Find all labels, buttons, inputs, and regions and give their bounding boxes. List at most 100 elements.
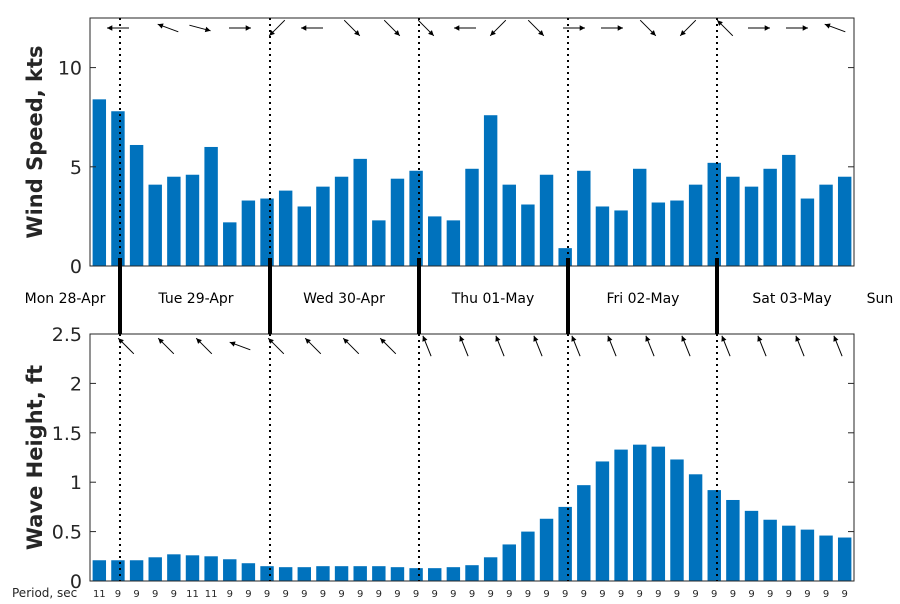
chart2-bar (726, 499, 740, 581)
y-tick-label: 1 (70, 472, 82, 494)
period-value: 9 (618, 589, 624, 600)
arrow-head (833, 335, 839, 342)
arrow-southeast (639, 19, 657, 37)
period-value: 9 (264, 589, 270, 600)
arrow-head (650, 30, 656, 36)
arrow-north-northwest (833, 335, 843, 357)
chart1-bar (129, 144, 144, 266)
y-tick-label: 2.5 (52, 324, 82, 346)
chart2-bar (670, 459, 684, 581)
arrow-head (269, 30, 275, 36)
arrow-east-southeast (189, 24, 211, 33)
period-value: 11 (93, 589, 106, 600)
arrow-north-northwest (571, 335, 581, 357)
chart2-bar (129, 560, 144, 581)
y-tick-label: 2 (70, 373, 82, 395)
arrow-head (645, 335, 651, 342)
chart2-bar (800, 529, 815, 581)
arrow-east (601, 25, 623, 31)
arrow-head (268, 338, 274, 344)
period-value: 9 (394, 589, 400, 600)
chart1-bar (707, 162, 721, 266)
chart2-bar (633, 444, 647, 581)
period-value: 11 (205, 589, 218, 600)
period-value: 11 (186, 589, 199, 600)
chart1-bar (744, 186, 759, 266)
chart1-bar (539, 174, 554, 266)
chart2-bar (763, 519, 777, 581)
arrow-north-northwest (757, 335, 767, 357)
chart1-bar (316, 186, 330, 266)
arrow-north-northwest (721, 335, 731, 357)
chart1-bar (185, 174, 200, 266)
arrow-southwest (489, 19, 507, 37)
arrow-west-northwest (824, 23, 846, 33)
arrow-head (422, 335, 428, 342)
period-value: 9 (357, 589, 363, 600)
period-value: 9 (562, 589, 568, 600)
period-value: 9 (730, 589, 736, 600)
arrow-head (301, 25, 307, 31)
period-value: 9 (320, 589, 326, 600)
chart1-bar (800, 198, 815, 266)
period-value: 9 (506, 589, 512, 600)
arrow-east (563, 25, 585, 31)
arrow-head (680, 30, 686, 36)
chart1-bar (297, 206, 311, 266)
arrow-head (343, 338, 349, 344)
chart2-bar (688, 474, 703, 581)
arrow-north-northwest (533, 335, 543, 357)
period-value: 9 (804, 589, 810, 600)
chart2-bar (334, 566, 349, 581)
period-label: Period, sec (12, 586, 77, 600)
arrow-head (607, 335, 613, 342)
chart1-bar (688, 184, 703, 266)
period-value: 9 (711, 589, 717, 600)
period-value: 9 (376, 589, 382, 600)
chart1-bar (92, 99, 107, 266)
chart1-bar (726, 176, 740, 266)
arrow-northwest (304, 337, 322, 355)
day-label: Wed 30-Apr (303, 291, 385, 307)
period-value: 9 (748, 589, 754, 600)
y-tick-label: 1.5 (52, 423, 82, 445)
arrow-head (717, 20, 723, 26)
arrow-northwest (379, 337, 397, 355)
arrow-west (454, 25, 476, 31)
arrow-head (118, 338, 124, 344)
chart1-bar (446, 220, 461, 266)
arrow-east (748, 25, 770, 31)
chart1-bar (763, 168, 777, 266)
y-tick-label: 0 (70, 256, 82, 278)
arrow-north-northwest (422, 335, 432, 357)
arrow-north-northwest (607, 335, 617, 357)
period-value: 9 (282, 589, 288, 600)
chart1-bar (278, 190, 293, 266)
chart1-bar (241, 200, 256, 266)
arrow-north-northwest (645, 335, 655, 357)
arrow-head (721, 335, 727, 342)
arrow-head (380, 338, 386, 344)
chart2-bar (819, 535, 833, 581)
arrow-southwest (679, 19, 697, 37)
period-value: 9 (525, 589, 531, 600)
arrow-southeast (527, 19, 545, 37)
chart2-bar (167, 554, 181, 581)
chart1-bar (837, 176, 852, 266)
arrow-southeast (383, 19, 401, 37)
chart1-bar (167, 176, 181, 266)
chart2-bar (92, 560, 107, 581)
arrow-north-northwest (681, 335, 691, 357)
arrow-head (305, 338, 311, 344)
period-value: 9 (245, 589, 251, 600)
chart1-axes-box (89, 17, 855, 267)
chart2-bar (521, 531, 535, 581)
chart2-bar (614, 449, 628, 581)
chart1-bar (428, 216, 442, 266)
chart2-bar (316, 566, 330, 581)
period-value: 9 (115, 589, 121, 600)
chart2-bar (241, 563, 256, 581)
period-value: 9 (767, 589, 773, 600)
arrow-head (617, 25, 623, 31)
chart1-bar (614, 210, 628, 266)
